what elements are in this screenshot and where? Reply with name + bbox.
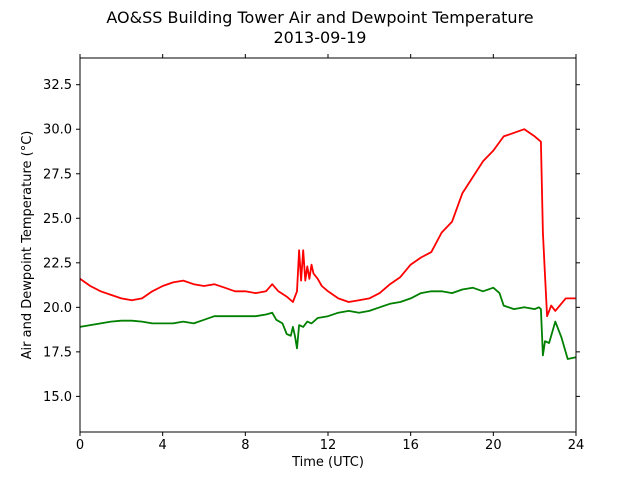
y-tick-label: 22.5 — [43, 256, 72, 271]
axes-frame — [79, 57, 577, 433]
series-line-1 — [79, 286, 577, 360]
ticks-layer: 0 4 8 12 16 20 24 15.0 17.5 20.0 22.5 25.0 27.5 30.0 3… — [43, 54, 584, 453]
x-tick-label: 24 — [568, 438, 585, 453]
chart-title: AO&SS Building Tower Air and Dewpoint Te… — [106, 8, 534, 27]
series-layer — [79, 128, 577, 360]
y-tick-label: 20.0 — [43, 301, 72, 316]
chart-subtitle: 2013-09-19 — [273, 28, 367, 47]
series-line-0 — [79, 128, 576, 318]
y-tick-label: 32.5 — [43, 78, 72, 93]
x-tick-label: 0 — [76, 438, 84, 453]
x-tick-label: 16 — [402, 438, 419, 453]
y-tick-label: 25.0 — [43, 212, 72, 227]
x-axis-label: Time (UTC) — [291, 455, 364, 470]
y-tick-label: 27.5 — [43, 167, 72, 182]
x-tick-label: 20 — [485, 438, 502, 453]
y-tick-label: 30.0 — [43, 123, 72, 138]
y-axis-label: Air and Dewpoint Temperature (°C) — [20, 131, 35, 360]
x-tick-label: 4 — [159, 438, 167, 453]
x-tick-label: 8 — [241, 438, 249, 453]
y-tick-label: 17.5 — [43, 345, 72, 360]
x-tick-label: 12 — [320, 438, 337, 453]
y-tick-label: 15.0 — [43, 390, 72, 405]
